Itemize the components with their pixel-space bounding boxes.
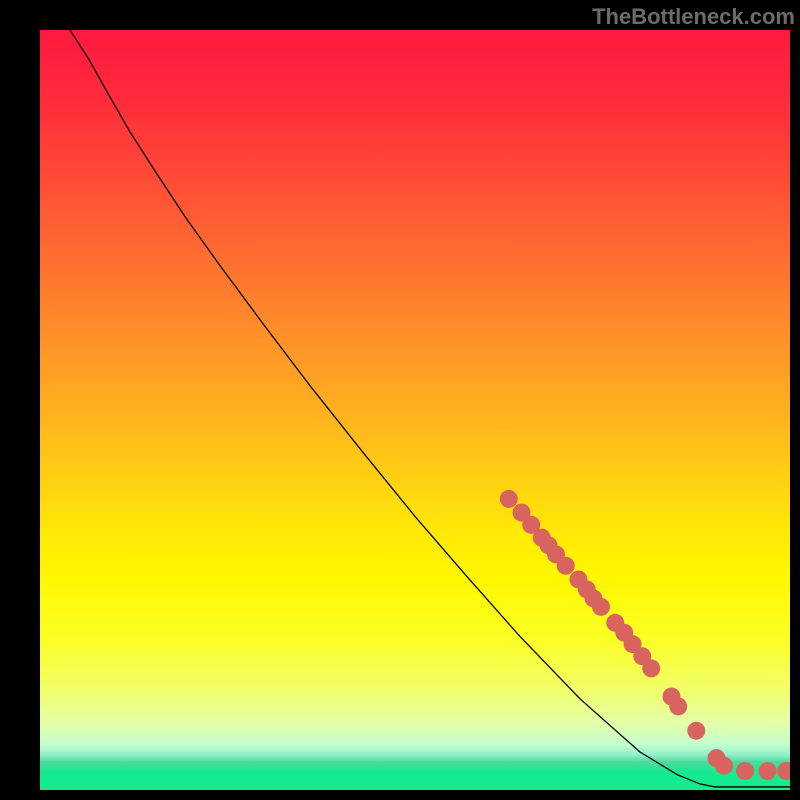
gradient-background	[40, 30, 790, 790]
plot-area	[40, 30, 790, 790]
chart-container: TheBottleneck.com	[0, 0, 800, 800]
brand-watermark: TheBottleneck.com	[592, 4, 795, 30]
